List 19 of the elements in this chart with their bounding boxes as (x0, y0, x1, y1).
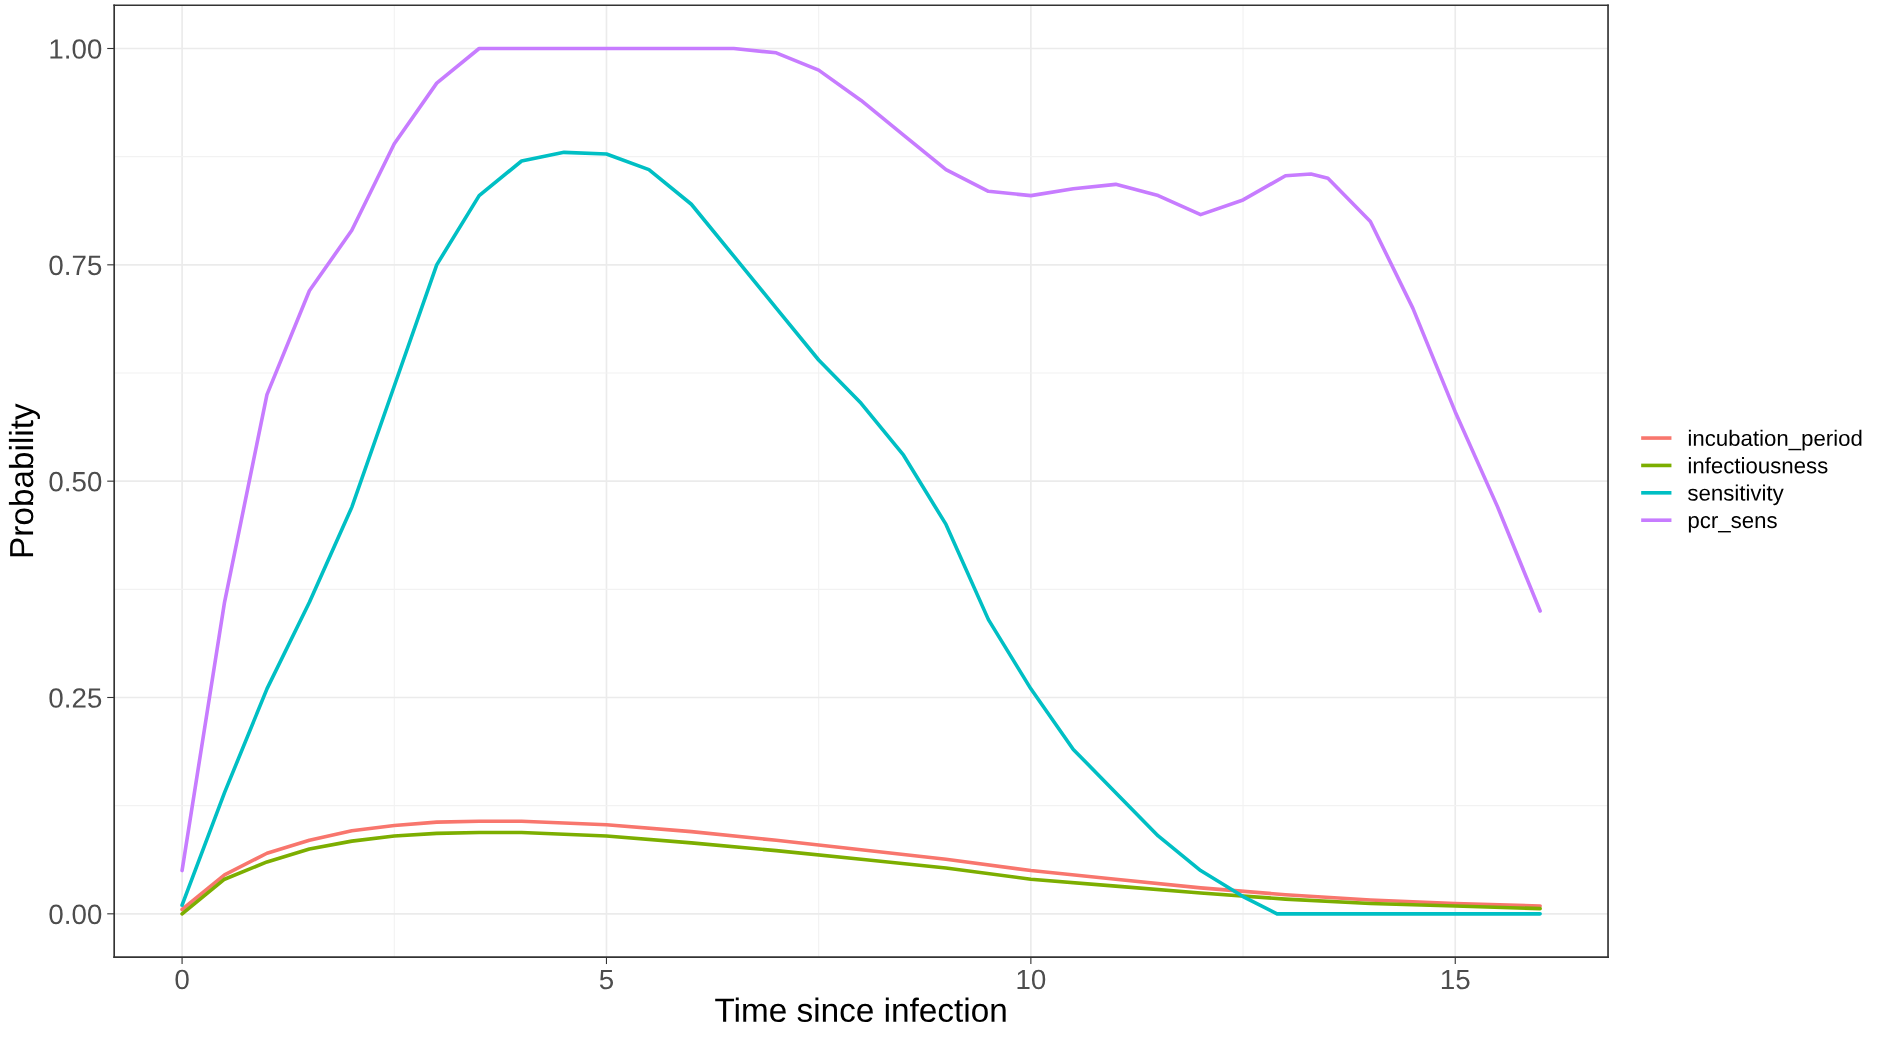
line-series (180, 819, 1542, 912)
line-series (180, 46, 1542, 873)
legend-label: pcr_sens (1688, 516, 1777, 533)
x-tick-label: 0 (175, 969, 189, 990)
y-tick-label: 1.00 (50, 39, 102, 59)
legend-label: infectiousness (1688, 457, 1828, 474)
legend-label: incubation_period (1688, 429, 1862, 451)
y-tick-label: 0.25 (49, 688, 102, 708)
x-tick-label: 10 (1017, 969, 1046, 990)
legend-label: sensitivity (1688, 484, 1784, 506)
y-tick-label: 0.75 (49, 255, 102, 276)
x-tick-label: 15 (1441, 969, 1470, 990)
line-series (180, 830, 1542, 916)
y-axis-title: Probability (8, 403, 40, 557)
x-tick-label: 5 (599, 969, 614, 990)
x-axis-title: Time since infection (715, 997, 1006, 1023)
y-tick-label: 0.00 (49, 904, 102, 925)
line-series (180, 150, 1542, 916)
y-tick-label: 0.50 (49, 471, 102, 492)
